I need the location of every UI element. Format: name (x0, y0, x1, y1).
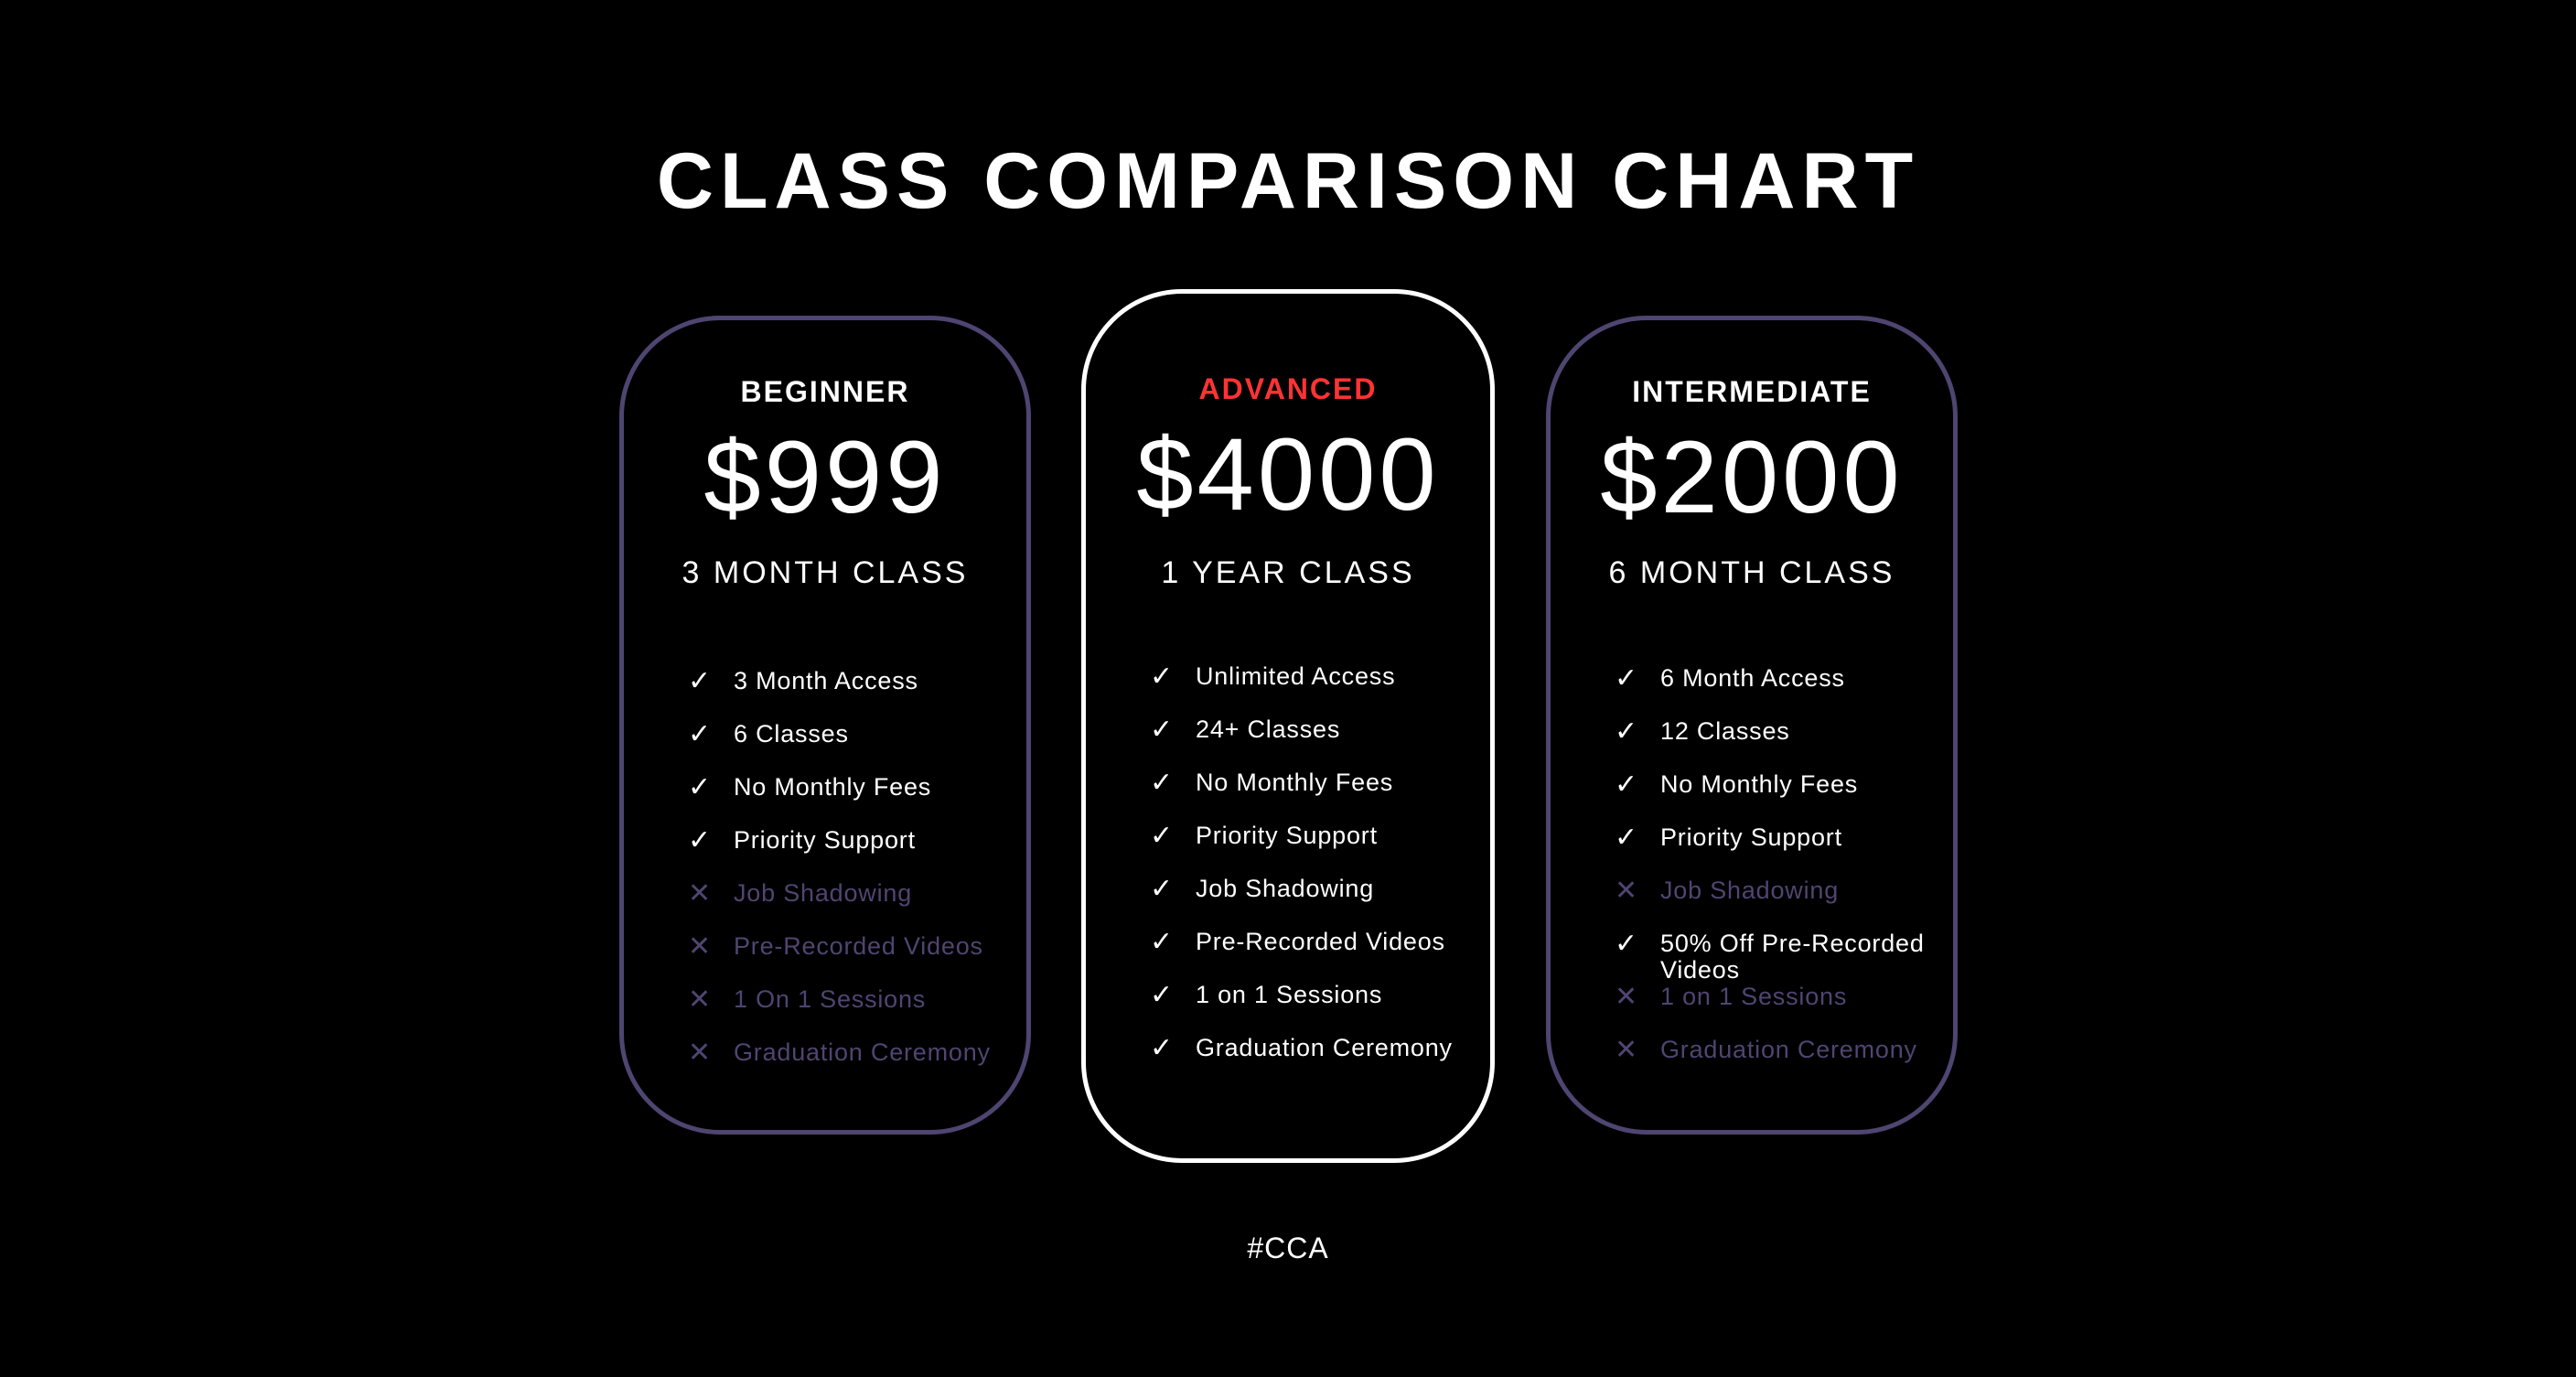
plan-duration: 3 MONTH CLASS (682, 555, 969, 590)
x-icon: ✕ (1615, 876, 1638, 906)
feature-item: ✓ Priority Support (1150, 823, 1481, 876)
feature-item: ✕ 1 on 1 Sessions (1615, 984, 1944, 1037)
check-icon: ✓ (1150, 980, 1174, 1010)
feature-item: ✓ Unlimited Access (1150, 663, 1481, 716)
feature-text: No Monthly Fees (1660, 770, 1859, 798)
feature-item: ✓ 1 on 1 Sessions (1150, 982, 1481, 1035)
feature-item: ✓ 3 Month Access (688, 668, 1017, 721)
check-icon: ✓ (1615, 823, 1638, 853)
feature-item: ✓ Job Shadowing (1150, 876, 1481, 929)
plan-label: ADVANCED (1198, 372, 1378, 405)
feature-text: No Monthly Fees (734, 773, 932, 801)
check-icon: ✓ (1615, 929, 1638, 959)
feature-text: 6 Month Access (1660, 664, 1845, 692)
page-title: CLASS COMPARISON CHART (656, 137, 1920, 225)
x-icon: ✕ (688, 984, 712, 1015)
x-icon: ✕ (688, 931, 712, 962)
feature-text: 3 Month Access (734, 667, 918, 694)
feature-list: ✓ 6 Month Access ✓ 12 Classes ✓ No Monthly Fe… (1615, 665, 1944, 1090)
feature-text: Pre-Recorded Videos (734, 932, 983, 960)
check-icon: ✓ (1615, 663, 1638, 694)
check-icon: ✓ (1150, 927, 1174, 957)
feature-text: 24+ Classes (1196, 715, 1341, 743)
feature-text: Priority Support (1660, 823, 1842, 851)
feature-text: Job Shadowing (734, 879, 913, 907)
feature-item: ✓ Priority Support (1615, 824, 1944, 877)
feature-item: ✓ Graduation Ceremony (1150, 1035, 1481, 1088)
plan-card-advanced: ADVANCED $4000 1 YEAR CLASS ✓ Unlimited A… (1081, 289, 1495, 1163)
feature-text: Graduation Ceremony (1660, 1036, 1917, 1063)
feature-text: Pre-Recorded Videos (1196, 928, 1445, 955)
feature-item: ✓ Pre-Recorded Videos (1150, 929, 1481, 982)
feature-text: 50% Off Pre-Recorded Videos (1660, 930, 1925, 984)
feature-text: Priority Support (1196, 822, 1378, 849)
plan-price: $4000 (1136, 417, 1440, 532)
check-icon: ✓ (1150, 715, 1174, 745)
check-icon: ✓ (1615, 716, 1638, 747)
feature-item: ✓ No Monthly Fees (1150, 769, 1481, 823)
plan-duration: 1 YEAR CLASS (1161, 555, 1415, 590)
feature-item: ✓ 6 Classes (688, 721, 1017, 774)
feature-item: ✕ Pre-Recorded Videos (688, 933, 1017, 986)
feature-item: ✓ No Monthly Fees (1615, 771, 1944, 824)
plan-card-intermediate: INTERMEDIATE $2000 6 MONTH CLASS ✓ 6 Mont… (1546, 316, 1958, 1135)
feature-item: ✓ 12 Classes (1615, 718, 1944, 771)
x-icon: ✕ (688, 1038, 712, 1068)
feature-item: ✓ Priority Support (688, 827, 1017, 880)
check-icon: ✓ (1150, 874, 1174, 904)
feature-item: ✓ 24+ Classes (1150, 716, 1481, 769)
check-icon: ✓ (1150, 768, 1174, 798)
check-icon: ✓ (1150, 662, 1174, 692)
feature-text: Job Shadowing (1660, 877, 1840, 904)
feature-text: 1 on 1 Sessions (1660, 983, 1848, 1010)
feature-text: Graduation Ceremony (1196, 1034, 1453, 1061)
plan-label: BEGINNER (740, 375, 910, 408)
feature-item: ✕ Job Shadowing (1615, 877, 1944, 931)
feature-text: 1 on 1 Sessions (1196, 981, 1383, 1008)
check-icon: ✓ (688, 772, 712, 802)
feature-item: ✓ 6 Month Access (1615, 665, 1944, 718)
feature-text: Graduation Ceremony (734, 1038, 991, 1066)
footer-hashtag: #CCA (1247, 1232, 1329, 1264)
feature-text: No Monthly Fees (1196, 769, 1394, 796)
plan-duration: 6 MONTH CLASS (1608, 555, 1895, 590)
feature-text: Job Shadowing (1196, 875, 1375, 902)
plan-price: $999 (703, 420, 947, 534)
feature-list: ✓ Unlimited Access ✓ 24+ Classes ✓ No Monthly… (1150, 663, 1481, 1088)
plan-price: $2000 (1600, 420, 1904, 534)
feature-text: 6 Classes (734, 720, 849, 748)
x-icon: ✕ (1615, 1035, 1638, 1065)
plan-card-beginner: BEGINNER $999 3 MONTH CLASS ✓ 3 Month Acc… (619, 316, 1031, 1135)
feature-item: ✕ 1 On 1 Sessions (688, 986, 1017, 1039)
feature-list: ✓ 3 Month Access ✓ 6 Classes ✓ No Monthly Fee… (688, 668, 1017, 1092)
feature-item: ✕ Job Shadowing (688, 880, 1017, 933)
check-icon: ✓ (1150, 1033, 1174, 1063)
plan-label: INTERMEDIATE (1632, 375, 1872, 408)
x-icon: ✕ (1615, 982, 1638, 1012)
check-icon: ✓ (688, 719, 712, 749)
check-icon: ✓ (688, 825, 712, 855)
feature-item: ✓ No Monthly Fees (688, 774, 1017, 827)
feature-text: Unlimited Access (1196, 662, 1396, 690)
feature-text: Priority Support (734, 826, 916, 854)
check-icon: ✓ (688, 666, 712, 696)
feature-item: ✕ Graduation Ceremony (1615, 1037, 1944, 1090)
feature-text: 12 Classes (1660, 717, 1790, 745)
feature-item: ✕ Graduation Ceremony (688, 1039, 1017, 1092)
check-icon: ✓ (1615, 769, 1638, 800)
check-icon: ✓ (1150, 821, 1174, 851)
feature-item: ✓ 50% Off Pre-Recorded Videos (1615, 931, 1944, 984)
x-icon: ✕ (688, 878, 712, 909)
feature-text: 1 On 1 Sessions (734, 985, 927, 1013)
